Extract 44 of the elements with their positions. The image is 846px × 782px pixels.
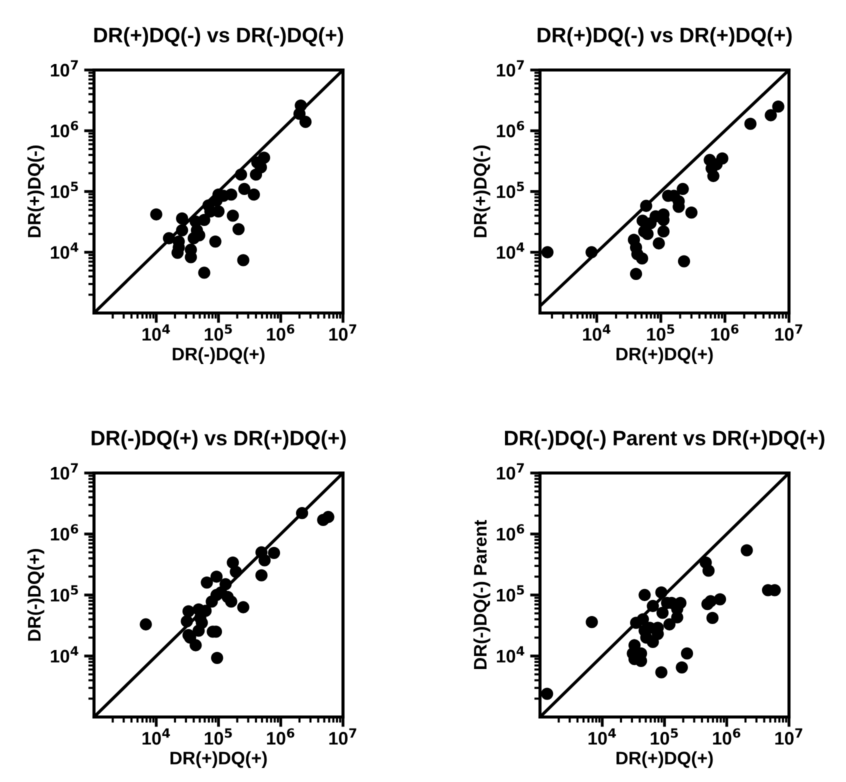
- y-tick-label: 10$^{6}$: [496, 524, 524, 541]
- x-tick-label: 10$^{6}$: [711, 324, 738, 341]
- x-tick-label: 10$^{7}$: [329, 324, 356, 341]
- x-axis-title: DR(+)DQ(+): [616, 751, 713, 768]
- x-tick-label: 10$^{5}$: [647, 324, 674, 341]
- y-tick-label: 10$^{7}$: [50, 463, 78, 480]
- chart-title: DR(+)DQ(-) vs DR(+)DQ(+): [538, 27, 792, 47]
- y-tick-label: 10$^{6}$: [50, 524, 78, 541]
- x-tick-label: 10$^{7}$: [329, 728, 356, 745]
- y-axis-title: DR(+)DQ(-): [473, 146, 490, 238]
- y-tick-label: 10$^{5}$: [50, 182, 78, 198]
- y-tick-label: 10$^{4}$: [496, 242, 524, 259]
- chart-title: DR(-)DQ(-) Parent vs DR(+)DQ(+): [505, 430, 824, 450]
- x-axis-title: DR(+)DQ(+): [616, 347, 713, 364]
- x-tick-label: 10$^{4}$: [588, 728, 616, 745]
- chart-title: DR(+)DQ(-) vs DR(-)DQ(+): [94, 27, 344, 47]
- x-tick-label: 10$^{4}$: [142, 728, 170, 745]
- y-tick-label: 10$^{4}$: [50, 242, 78, 259]
- y-tick-label: 10$^{7}$: [496, 60, 524, 77]
- y-tick-label: 10$^{5}$: [496, 585, 524, 602]
- x-tick-label: 10$^{6}$: [267, 728, 294, 745]
- y-tick-label: 10$^{7}$: [496, 463, 524, 480]
- x-tick-label: 10$^{4}$: [583, 324, 610, 341]
- y-axis-title: DR(-)DQ(+): [27, 549, 44, 641]
- y-axis-title: DR(+)DQ(-): [27, 146, 44, 238]
- x-axis-title: DR(-)DQ(+): [172, 347, 264, 364]
- x-tick-label: 10$^{5}$: [204, 728, 232, 745]
- x-tick-label: 10$^{6}$: [267, 324, 294, 341]
- y-tick-label: 10$^{7}$: [50, 60, 78, 77]
- x-axis-title: DR(+)DQ(+): [170, 751, 267, 768]
- x-tick-label: 10$^{7}$: [775, 728, 802, 745]
- y-axis-title: DR(-)DQ(-) Parent: [473, 520, 490, 670]
- x-tick-label: 10$^{5}$: [204, 324, 232, 341]
- x-tick-label: 10$^{5}$: [650, 728, 678, 745]
- x-tick-label: 10$^{4}$: [142, 324, 170, 341]
- x-tick-label: 10$^{7}$: [775, 324, 802, 341]
- x-tick-label: 10$^{6}$: [713, 728, 740, 745]
- y-tick-label: 10$^{4}$: [496, 646, 524, 663]
- y-tick-label: 10$^{4}$: [50, 646, 78, 663]
- y-tick-label: 10$^{6}$: [496, 120, 524, 138]
- chart-title: DR(-)DQ(+) vs DR(+)DQ(+): [92, 430, 346, 450]
- y-tick-label: 10$^{5}$: [496, 182, 524, 198]
- y-tick-label: 10$^{5}$: [50, 585, 78, 602]
- y-tick-label: 10$^{6}$: [50, 120, 78, 138]
